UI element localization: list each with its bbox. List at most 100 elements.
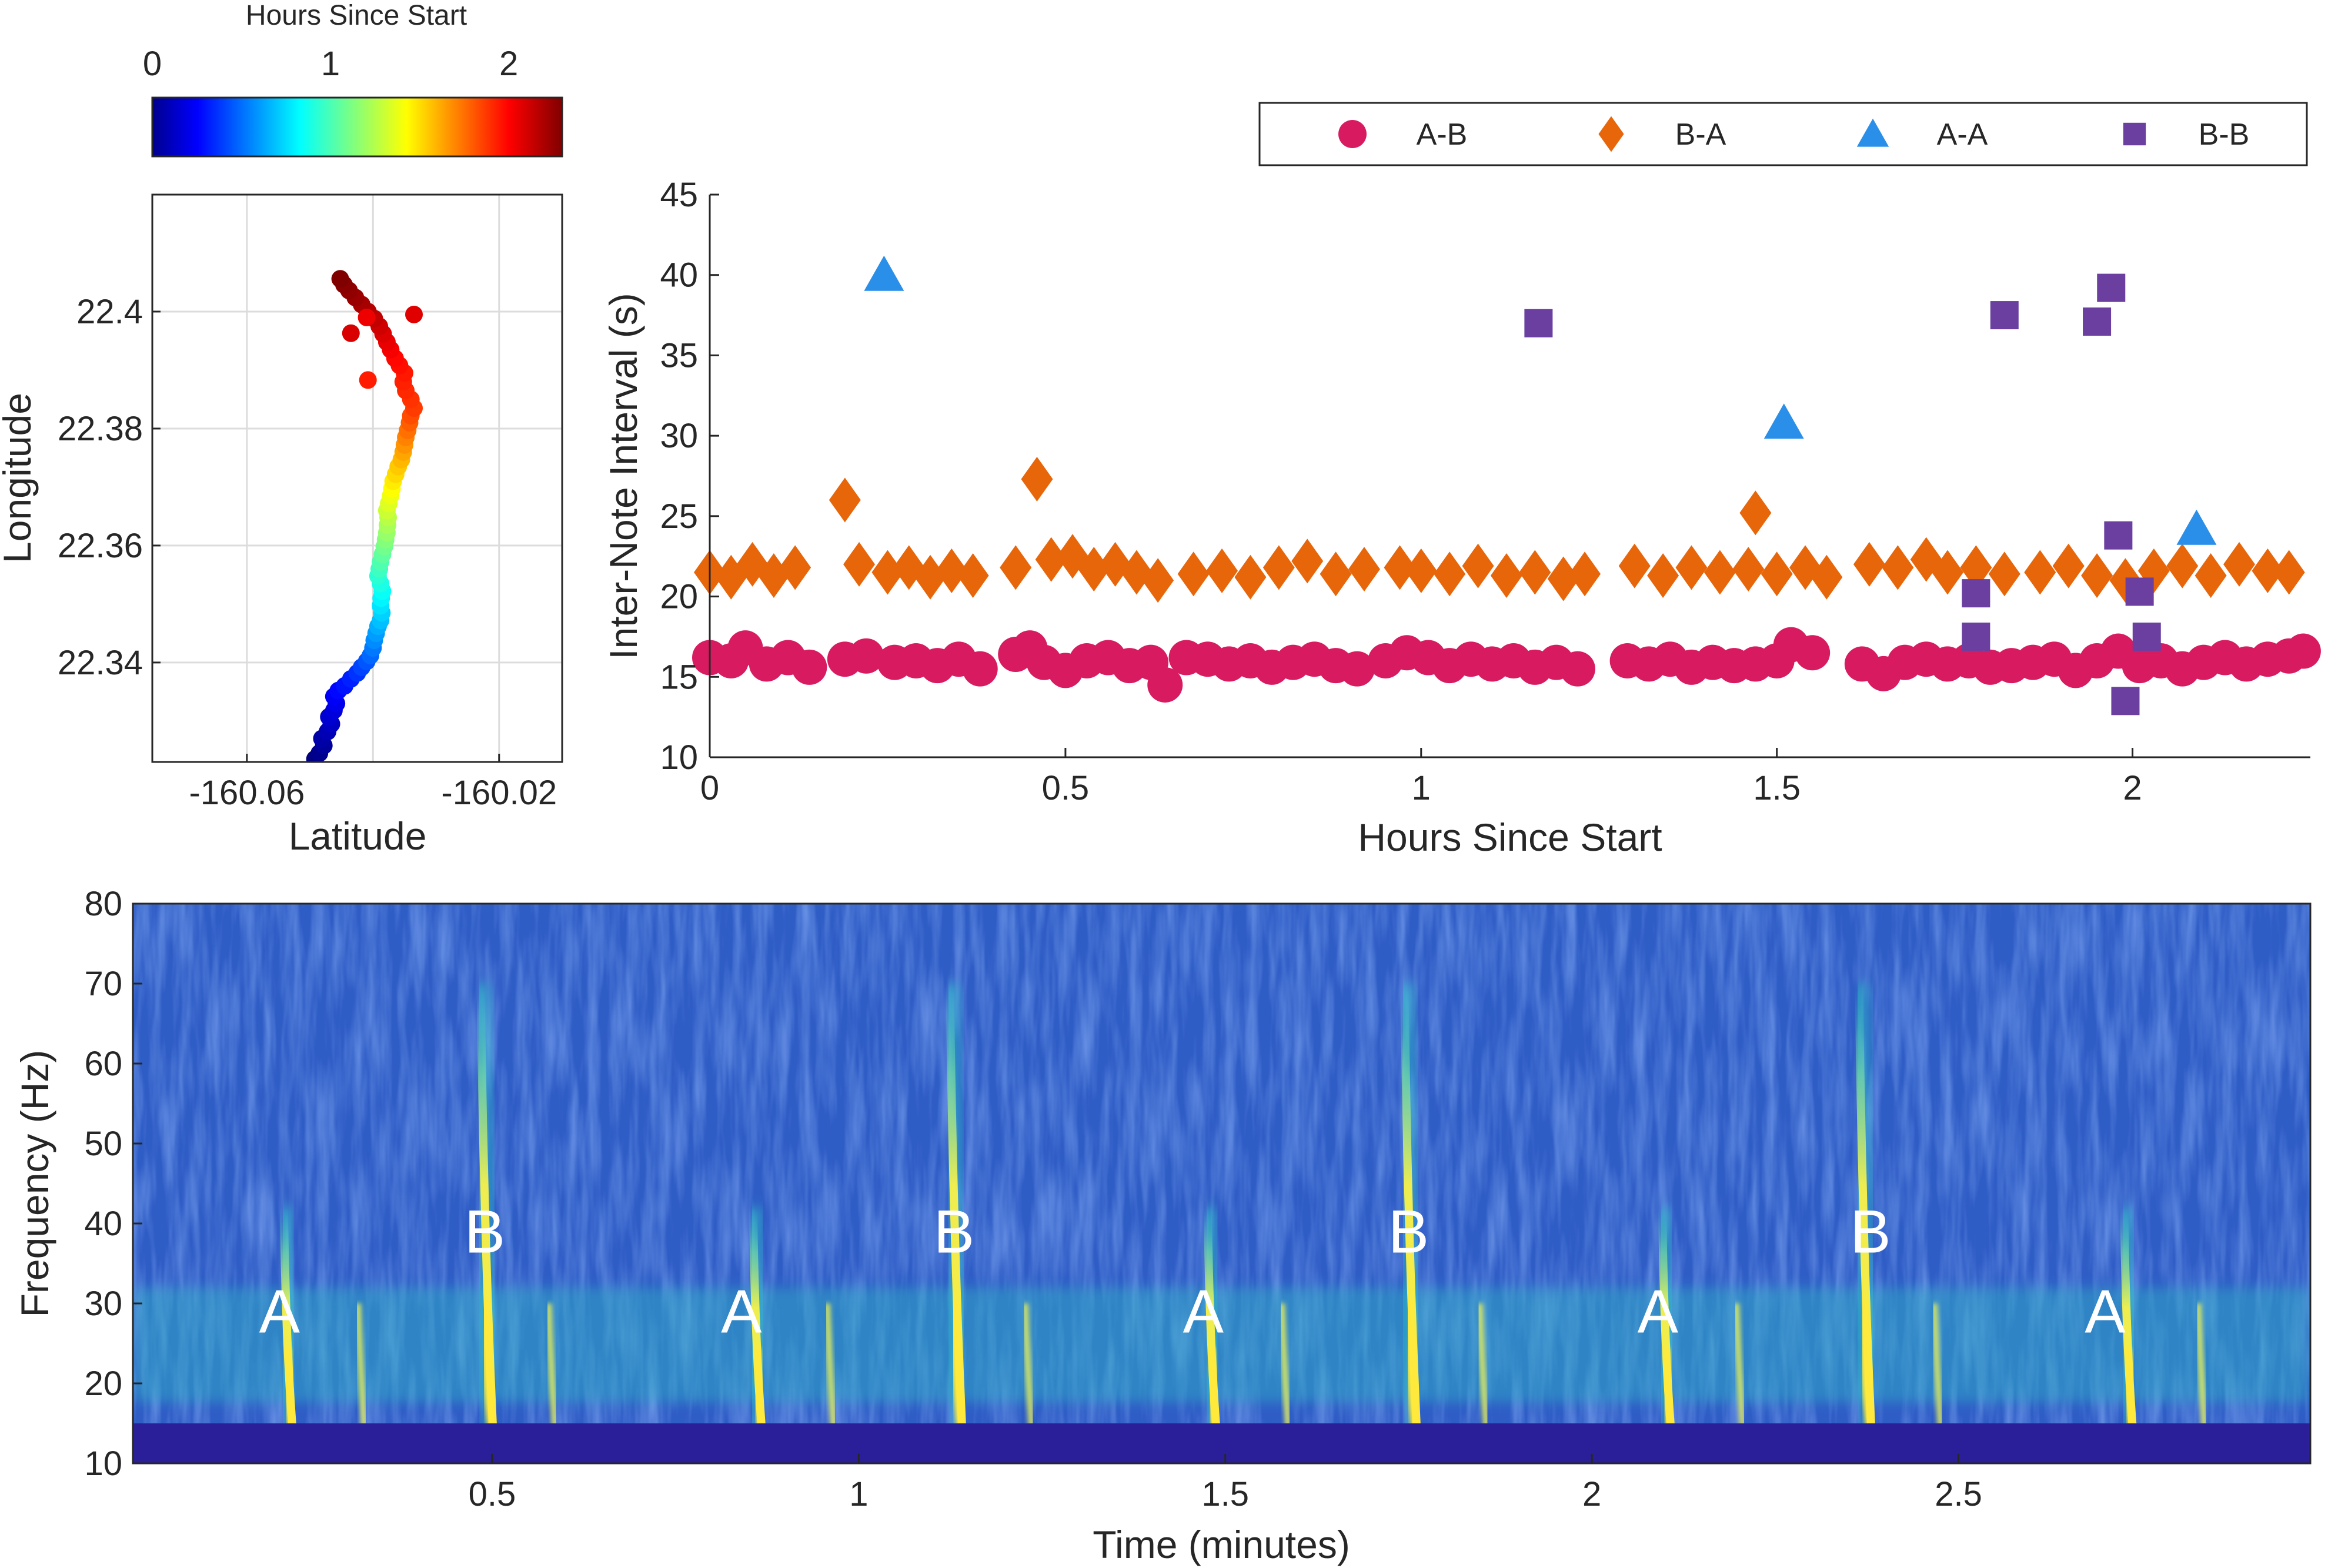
interval-point-b-a (1761, 551, 1793, 597)
interval-point-b-a (1704, 550, 1736, 595)
track-ytick-label: 22.36 (58, 527, 143, 565)
colorbar-tick-label: 1 (321, 45, 340, 83)
legend-marker (1598, 116, 1624, 152)
spec-xtick-label: 1.5 (1201, 1475, 1249, 1513)
interval-point-b-a (1384, 545, 1416, 590)
interval-point-b-a (1021, 456, 1053, 502)
call-core (949, 1299, 967, 1436)
call-label-b: B (934, 1198, 974, 1266)
interval-ytick-label: 25 (660, 497, 698, 536)
legend-marker (2123, 122, 2146, 146)
call-core (1858, 1299, 1876, 1436)
interval-point-b-a (1960, 545, 1992, 590)
track-points (306, 270, 423, 762)
interval-point-b-b (2132, 622, 2161, 651)
interval-ytick-label: 20 (660, 578, 698, 616)
call-label-a: A (1183, 1278, 1224, 1346)
spec-ytick-label: 40 (84, 1205, 122, 1243)
legend-label: B-A (1675, 118, 1726, 152)
interval-point-b-a (1853, 541, 1885, 587)
track-panel: Hours Since Start 0 1 2 -160.06 -160.02 22.3… (0, 0, 563, 858)
interval-point-b-b (1962, 622, 1990, 651)
track-point (405, 305, 423, 323)
track-tick-labels: -160.06 -160.02 22.34 22.36 22.38 22.4 (58, 293, 557, 812)
spec-ytick-label: 30 (84, 1285, 122, 1323)
interval-point-b-a (1434, 551, 1466, 597)
interval-ytick-label: 10 (660, 738, 698, 777)
interval-point-b-a (2273, 550, 2305, 595)
interval-point-b-a (1262, 545, 1295, 590)
interval-point-b-b (1990, 301, 2019, 330)
echo-streak (1278, 1303, 1292, 1432)
spectrogram-image (133, 904, 2310, 1463)
interval-point-b-b (2111, 687, 2140, 716)
spectrogram-axes-box (132, 902, 2312, 1465)
call-label-b: B (465, 1198, 505, 1266)
track-ytick-label: 22.38 (58, 410, 143, 448)
track-xtick-label: -160.02 (441, 774, 557, 812)
interval-point-b-a (1882, 545, 1914, 590)
interval-xtick-label: 1 (1412, 769, 1431, 807)
call-label-b: B (1850, 1198, 1891, 1266)
interval-point-b-a (2166, 543, 2199, 589)
track-axes-box (151, 193, 563, 763)
interval-xtick-label: 0 (700, 769, 719, 807)
interval-point-b-a (1932, 550, 1964, 595)
echo-streak (1476, 1303, 1490, 1432)
echo-streak (1732, 1303, 1746, 1432)
call-letter-labels: A B A B A B A B A (259, 1198, 2126, 1346)
spectrogram-tick-labels: 0.5 1 1.5 2 2.5 10 20 30 40 50 60 70 80 (84, 885, 1982, 1513)
interval-point-b-a (1988, 551, 2020, 597)
interval-point-b-b (2097, 273, 2126, 302)
interval-point-b-a (1462, 543, 1494, 589)
interval-point-b-a (1206, 548, 1238, 593)
spec-ytick-label: 80 (84, 885, 122, 923)
interval-point-b-a (1000, 545, 1032, 590)
colorbar-ticks: 0 1 2 (143, 45, 518, 106)
legend-marker (1856, 118, 1889, 147)
interval-point-b-a (1234, 554, 1267, 600)
interval-point-b-a (1320, 551, 1352, 597)
interval-point-b-a (1739, 490, 1772, 536)
spectrogram-ylabel: Frequency (Hz) (13, 1050, 56, 1318)
interval-point-a-b (849, 638, 884, 674)
interval-point-a-a (864, 255, 904, 291)
interval-ylabel: Inter-Note Interval (s) (602, 293, 645, 660)
interval-point-a-b (2285, 633, 2321, 669)
call-core (480, 1299, 498, 1436)
interval-xtick-label: 0.5 (1042, 769, 1090, 807)
interval-ytick-label: 30 (660, 417, 698, 455)
spec-xtick-label: 0.5 (469, 1475, 516, 1513)
interval-point-b-a (1142, 558, 1174, 603)
echo-streak (355, 1303, 368, 1432)
call-core (1404, 1299, 1422, 1436)
spec-ytick-label: 70 (84, 965, 122, 1003)
spec-ytick-label: 50 (84, 1125, 122, 1163)
echo-streak (1930, 1303, 1945, 1432)
interval-point-b-a (2052, 543, 2085, 589)
interval-point-a-b (791, 649, 827, 685)
spec-ytick-label: 60 (84, 1045, 122, 1083)
colorbar-tick-label: 0 (143, 45, 162, 83)
interval-point-b-a (1490, 553, 1522, 599)
interval-point-b-b (1962, 579, 1990, 608)
interval-point-b-a (2195, 553, 2227, 599)
interval-point-b-a (1291, 539, 1324, 584)
interval-point-b-a (1647, 553, 1679, 599)
interval-xtick-label: 1.5 (1753, 769, 1801, 807)
legend-items: A-B B-A A-A B-B (1338, 116, 2249, 152)
interval-point-b-b (2104, 521, 2133, 550)
interval-point-b-a (957, 553, 989, 599)
interval-point-b-a (871, 550, 904, 595)
interval-point-a-a (2176, 509, 2217, 545)
spec-ytick-label: 10 (84, 1445, 122, 1483)
call-core (282, 1346, 298, 1436)
interval-point-b-a (829, 477, 861, 523)
interval-point-b-a (1811, 554, 1843, 600)
track-ytick-label: 22.34 (58, 644, 143, 682)
interval-point-a-b (962, 651, 998, 687)
call-core (2122, 1346, 2138, 1436)
interval-xlabel: Hours Since Start (1358, 815, 1662, 859)
legend: A-B B-A A-A B-B (1258, 102, 2308, 166)
interval-point-b-a (2223, 541, 2256, 587)
